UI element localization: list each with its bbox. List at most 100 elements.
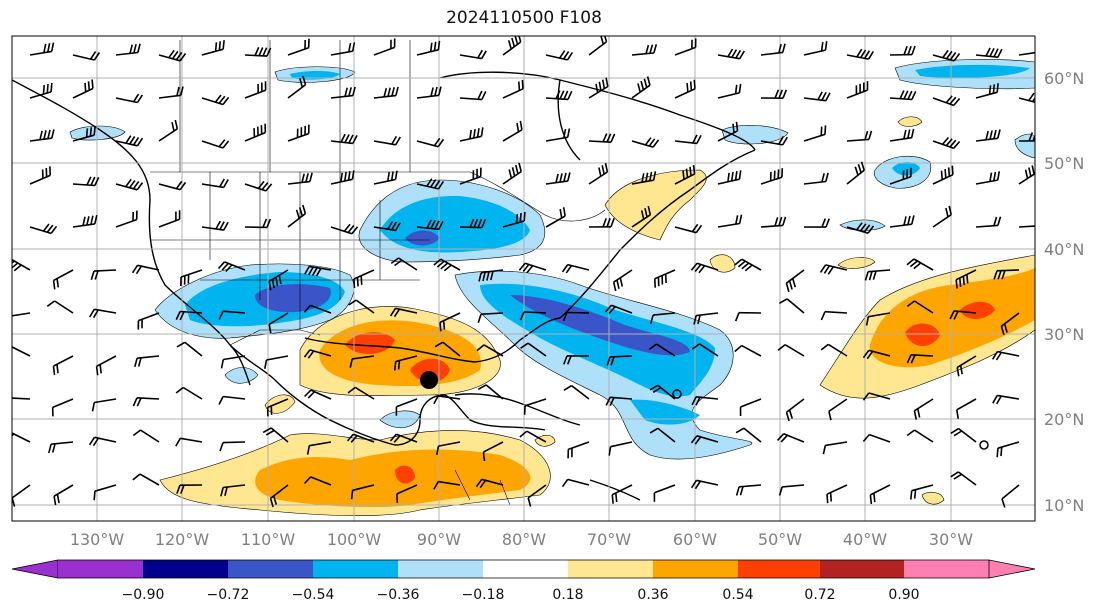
wind-barb-feather [473,128,476,139]
wind-barb-feather [309,172,313,182]
wind-barb-feather [911,45,916,55]
wind-barb-feather [352,135,358,144]
wind-barb-feather [949,139,957,148]
wind-barb-feather [179,311,185,321]
wind-barb-feather [257,180,265,189]
wind-barb-feather [868,130,873,140]
wind-barb-feather [959,277,962,287]
colorbar-tick-label: −0.54 [292,587,335,603]
wind-barb-feather [515,214,519,224]
wind-barb-feather [730,171,734,182]
wind-barb-feather [295,209,300,219]
wind-barb [54,300,74,314]
wind-barb-feather [518,162,522,172]
wind-barb-feather [129,44,133,54]
wind-barb-feather [644,208,648,218]
wind-barb [656,343,676,357]
wind-barb-feather [390,171,394,181]
wind-barb-feather [602,218,607,228]
wind-barb [94,398,117,404]
wind-barb-feather [647,205,652,215]
wind-barb-feather [433,137,441,147]
small-ring-marker [672,389,682,399]
wind-barb-feather [608,446,612,456]
lat-label: 10°N [1044,496,1084,515]
wind-barb-feather [1031,165,1035,175]
map-title: 2024110500 F108 [446,8,602,28]
wind-barb-feather [637,83,641,93]
wind-barb-feather [527,497,532,507]
wind-barb-feather [989,172,993,182]
wind-barb-feather [692,164,696,174]
wind-barb-feather [735,486,740,496]
wind-barb-feather [99,364,102,374]
wind-barb-feather [269,498,274,508]
wind-barb-feather [218,139,226,148]
wind-barb-feather [89,51,97,60]
wind-barb-feather [561,478,569,488]
wind-barb-feather [989,130,993,140]
wind-barb-feather [175,311,181,320]
wind-barb-feather [785,412,790,422]
wind-barb-feather [6,316,8,325]
wind-barb-feather [179,53,187,62]
wind-barb-feather [690,435,698,444]
wind-barb-feather [348,299,357,306]
wind-barb-feather [82,216,86,226]
wind-barb-feather [778,298,788,304]
wind-barb-feather [566,128,571,138]
wind-barb-feather [788,280,793,290]
wind-barb [442,341,461,357]
wind-barb [657,427,676,443]
wind-barb [223,355,246,361]
wind-barb-feather [693,79,696,89]
wind-barb-feather [434,341,444,348]
wind-barb-feather [555,90,561,100]
wind-barb-feather [1024,169,1029,179]
colorbar-bin [143,560,228,578]
wind-barb-feather [477,218,483,228]
wind-barb-feather [611,494,614,504]
wind-barb-feather [12,433,15,437]
wind-barb-feather [223,221,229,231]
wind-barb-feather [864,50,871,59]
wind-barbs [6,36,1035,508]
wind-barb-feather [559,208,563,219]
lat-label: 60°N [1044,69,1084,88]
wind-barb-feather [555,173,559,183]
wind-barb-feather [344,171,347,182]
wind-barb-feather [473,218,479,228]
wind-barb-feather [734,312,740,322]
wind-barb-feather [434,86,438,96]
wind-barb-feather [825,172,829,182]
wind-barb-feather [562,207,566,217]
colorbar-bin [398,560,483,578]
wind-barb-feather [563,384,573,391]
lon-label: 30°W [929,530,973,549]
wind-barb-feather [476,128,480,138]
wind-barb-feather [171,122,175,132]
wind-barb-feather [482,272,486,282]
wind-barb [266,355,289,361]
wind-barb-feather [727,172,730,182]
wind-barb [567,478,590,486]
wind-barb-feather [311,267,318,276]
wind-barb-feather [945,50,953,60]
wind-barb-feather [694,436,702,445]
wind-barb-feather [738,214,743,224]
wind-barb-feather [301,173,305,183]
wind-barb-feather [132,181,140,190]
wind-barb-feather [561,264,569,273]
wind-barb [483,441,504,453]
latitude-labels: 60°N 50°N 40°N 30°N 20°N 10°N [1044,69,1084,515]
wind-barb-feather [612,282,617,292]
wind-barb-feather [691,223,699,233]
wind-barb-feather [959,365,963,375]
wind-barb [12,397,31,400]
wind-barb-feather [862,434,870,442]
wind-barb-feather [391,87,395,97]
wind-barb-feather [864,271,869,281]
colorbar-extend-low [11,559,59,579]
wind-barb-feather [734,170,738,181]
wind-barb-feather [903,46,908,55]
